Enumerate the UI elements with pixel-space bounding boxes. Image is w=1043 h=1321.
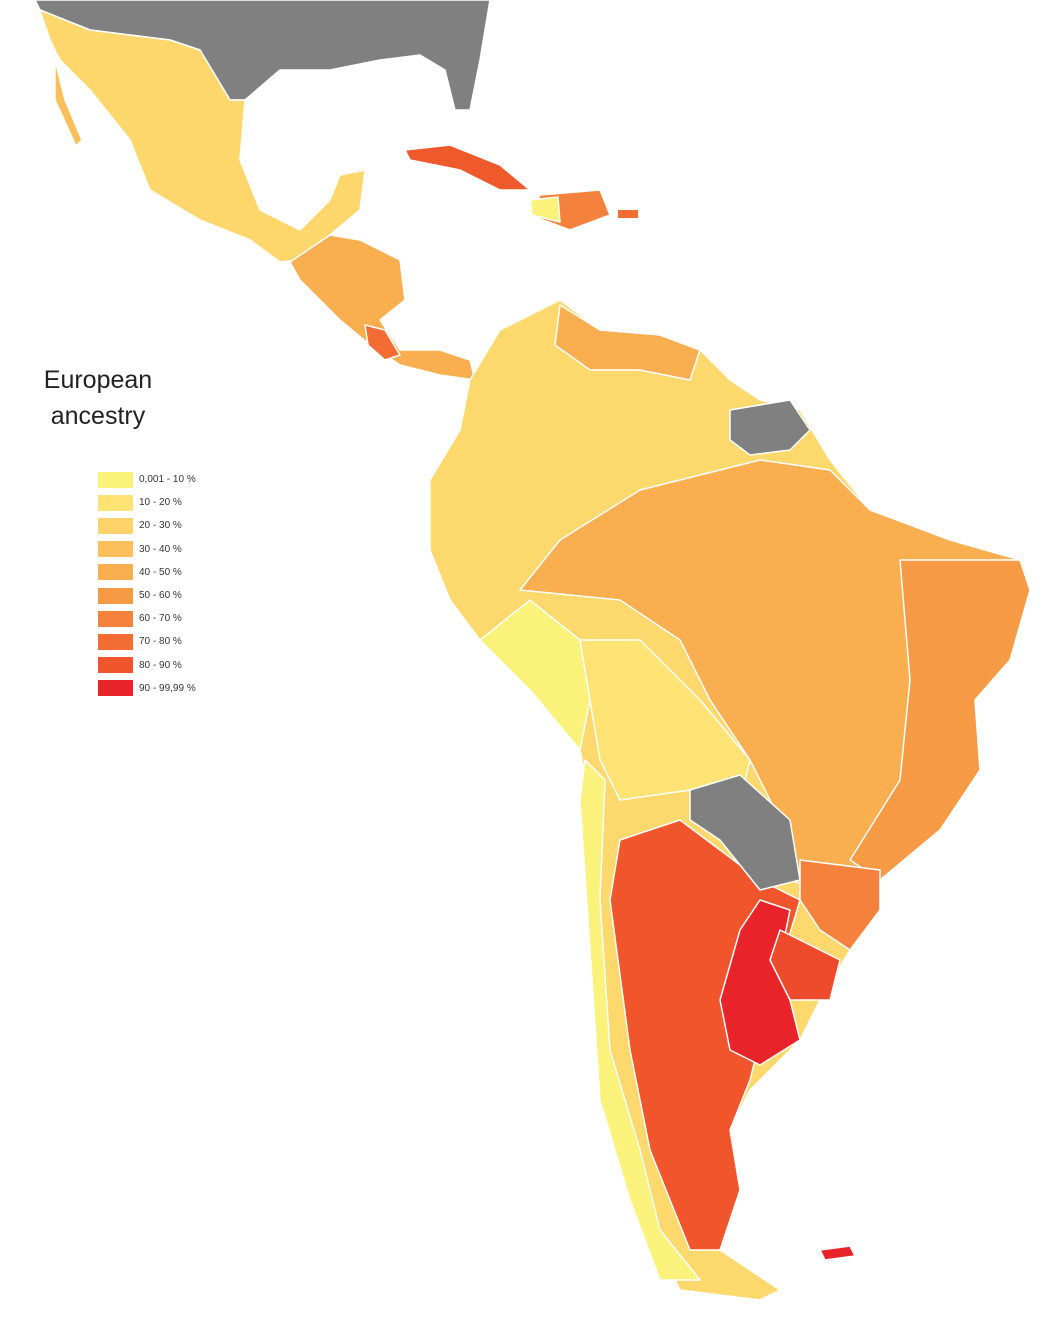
legend-item: 60 - 70 % (98, 607, 196, 630)
uruguay (769, 929, 841, 1001)
baja-california (54, 59, 83, 147)
venezuela-north (554, 304, 701, 381)
legend-item: 80 - 90 % (98, 654, 196, 677)
costa-rica (364, 324, 401, 361)
legend-swatch (98, 494, 133, 511)
brazil-east (849, 559, 1031, 881)
legend-swatch (98, 541, 133, 558)
legend-swatch (98, 587, 133, 604)
legend-item: 50 - 60 % (98, 584, 196, 607)
legend-item: 40 - 50 % (98, 561, 196, 584)
central-america (289, 234, 476, 381)
legend-item: 70 - 80 % (98, 630, 196, 653)
legend-swatch (98, 633, 133, 650)
legend-item: 10 - 20 % (98, 491, 196, 514)
legend-label: 30 - 40 % (139, 543, 182, 555)
guianas (729, 399, 811, 456)
legend-label: 10 - 20 % (139, 497, 182, 509)
legend-item: 0,001 - 10 % (98, 468, 196, 491)
legend-swatch (98, 564, 133, 581)
legend-swatch (98, 517, 133, 534)
legend-label: 20 - 30 % (139, 520, 182, 532)
mexico (39, 9, 366, 263)
legend-label: 50 - 60 % (139, 590, 182, 602)
chile (579, 759, 701, 1281)
paraguay (689, 774, 801, 891)
legend-swatch (98, 471, 133, 488)
legend-label: 60 - 70 % (139, 613, 182, 625)
falklands (819, 1245, 856, 1261)
legend-label: 40 - 50 % (139, 566, 182, 578)
haiti (529, 196, 561, 223)
legend-item: 30 - 40 % (98, 538, 196, 561)
legend-title: European ancestry (43, 366, 153, 430)
legend: 0,001 - 10 % 10 - 20 % 20 - 30 % 30 - 40 % 4… (98, 468, 196, 700)
legend-swatch (98, 657, 133, 674)
puerto-rico (618, 210, 638, 218)
legend-label: 80 - 90 % (139, 659, 182, 671)
legend-swatch (98, 680, 133, 697)
legend-item: 20 - 30 % (98, 514, 196, 537)
legend-swatch (98, 610, 133, 627)
legend-label: 0,001 - 10 % (139, 474, 196, 486)
legend-label: 90 - 99,99 % (139, 682, 196, 694)
legend-label: 70 - 80 % (139, 636, 182, 648)
legend-item: 90 - 99,99 % (98, 677, 196, 700)
cuba (404, 144, 531, 191)
